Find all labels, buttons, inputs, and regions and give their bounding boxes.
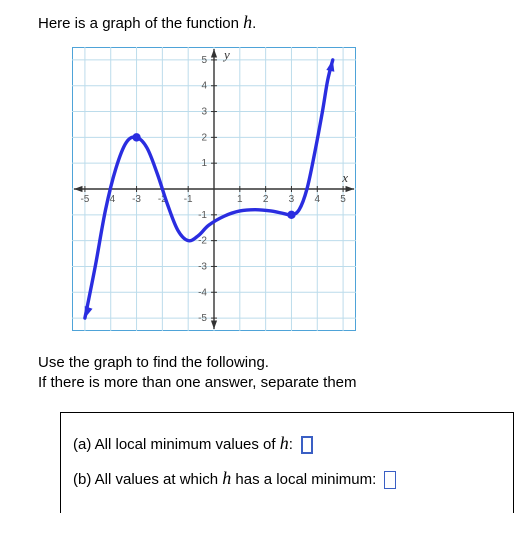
svg-text:-1: -1 [198, 210, 207, 221]
intro-suffix: . [252, 15, 256, 32]
instructions-line2: If there is more than one answer, separa… [38, 374, 357, 391]
instructions-line1: Use the graph to find the following. [38, 354, 269, 371]
svg-text:x: x [341, 170, 348, 185]
svg-text:1: 1 [201, 158, 207, 169]
svg-text:-5: -5 [80, 194, 89, 205]
qa-prefix: (a) All local minimum values of [73, 436, 280, 453]
intro-text: Here is a graph of the function h. [38, 12, 482, 33]
svg-text:-2: -2 [198, 236, 207, 247]
svg-text:-5: -5 [198, 313, 207, 324]
svg-text:-4: -4 [198, 287, 207, 298]
question-box: (a) All local minimum values of h: (b) A… [60, 412, 514, 513]
intro-prefix: Here is a graph of the function [38, 15, 243, 32]
answer-field-a[interactable] [301, 436, 313, 454]
answer-field-b[interactable] [384, 471, 396, 489]
qb-func: h [222, 468, 231, 488]
svg-text:-1: -1 [184, 194, 193, 205]
qa-suffix: : [289, 436, 297, 453]
function-graph: -5-4-3-2-112345-5-4-3-2-112345yx [72, 47, 482, 335]
svg-text:y: y [222, 47, 230, 62]
svg-text:-3: -3 [132, 194, 141, 205]
svg-text:5: 5 [201, 55, 207, 66]
instructions: Use the graph to find the following. If … [38, 353, 482, 394]
svg-text:4: 4 [201, 81, 207, 92]
qb-suffix: has a local minimum: [231, 471, 380, 488]
question-b: (b) All values at which h has a local mi… [73, 468, 505, 489]
svg-text:3: 3 [201, 107, 207, 118]
svg-text:2: 2 [201, 132, 207, 143]
svg-text:5: 5 [340, 194, 346, 205]
svg-text:-3: -3 [198, 261, 207, 272]
qa-func: h [280, 433, 289, 453]
svg-text:2: 2 [263, 194, 269, 205]
intro-func-name: h [243, 12, 252, 32]
qb-prefix: (b) All values at which [73, 471, 222, 488]
svg-text:1: 1 [237, 194, 243, 205]
question-a: (a) All local minimum values of h: [73, 433, 505, 454]
svg-text:3: 3 [289, 194, 295, 205]
svg-text:4: 4 [314, 194, 320, 205]
